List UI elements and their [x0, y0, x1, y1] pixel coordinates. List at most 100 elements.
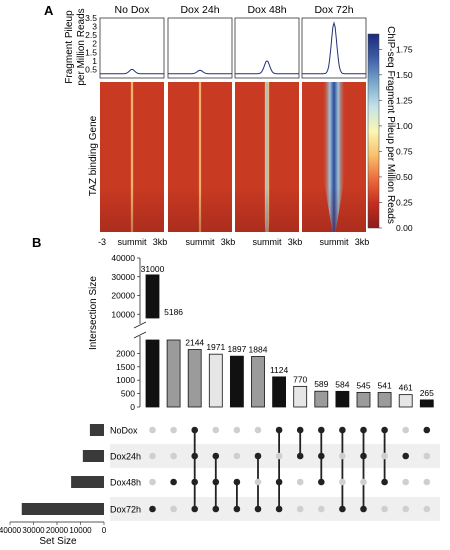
- bar-value-label: 770: [293, 374, 307, 384]
- intersection-bar: [187, 349, 202, 408]
- bar-value-label: 1884: [249, 345, 268, 355]
- set-size-tick-label: 40000: [0, 526, 22, 535]
- panel-label-b: B: [32, 235, 41, 250]
- heatmap-shade: [235, 82, 299, 232]
- membership-dot-filled: [191, 478, 198, 486]
- membership-dot-empty: [254, 478, 262, 486]
- membership-dot-empty: [423, 452, 431, 460]
- set-size-tick-label: 10000: [69, 526, 92, 535]
- membership-dot-empty: [423, 505, 431, 513]
- colorbar: [367, 33, 380, 229]
- bar-value-label: 265: [420, 388, 434, 398]
- axis-break-mark: [133, 331, 147, 339]
- bar-value-label: 1971: [206, 342, 225, 352]
- profile-ylabel-line2: per Million Reads: [76, 8, 87, 85]
- profile-ytick: 3: [92, 22, 97, 32]
- set-label: Dox72h: [110, 505, 141, 515]
- y-tick-label: 40000: [111, 253, 135, 263]
- membership-dot-filled: [296, 426, 304, 434]
- intersection-bar: [208, 353, 223, 408]
- bar-value-label: 31000: [141, 264, 165, 274]
- membership-dot-filled: [212, 452, 220, 460]
- membership-dot-filled: [360, 426, 367, 434]
- colorbar-tick-label: 1.75: [396, 44, 413, 54]
- profile-panel: [301, 17, 367, 79]
- set-size-tick-label: 30000: [22, 526, 45, 535]
- heatmap-xtick: 3kb: [355, 237, 370, 247]
- bar-value-label: 589: [314, 379, 328, 389]
- membership-dot-filled: [254, 452, 262, 460]
- bar-value-label: 5186: [164, 307, 183, 317]
- colorbar-tick-label: 0.75: [396, 146, 413, 156]
- intersection-bar: [419, 399, 434, 408]
- profile-ytick: 1: [92, 56, 97, 66]
- membership-dot-empty: [339, 452, 346, 460]
- membership-dot-empty: [402, 478, 410, 486]
- membership-dot-empty: [423, 478, 431, 486]
- set-size-bar: [89, 424, 104, 436]
- bar-value-label: 461: [399, 383, 413, 393]
- condition-title: No Dox: [114, 4, 150, 16]
- heatmap-xtick: 3kb: [288, 237, 303, 247]
- bar-value-label: 1897: [227, 344, 246, 354]
- profile-line: [100, 68, 164, 75]
- membership-dot-empty: [360, 478, 367, 486]
- intersection-bar: [335, 390, 350, 408]
- profile-line: [235, 60, 299, 75]
- set-size-tick-label: 0: [102, 526, 107, 535]
- bar-value-label: 541: [378, 381, 392, 391]
- membership-dot-filled: [381, 478, 388, 486]
- intersection-bar: [398, 394, 413, 408]
- heatmap-xtick: summit: [118, 237, 147, 247]
- membership-dot-filled: [212, 505, 220, 513]
- membership-dot-filled: [339, 426, 346, 434]
- profile-ytick: 1.5: [85, 47, 97, 57]
- intersection-bar: [251, 356, 265, 408]
- membership-dot-filled: [170, 478, 177, 486]
- set-label: Dox48h: [110, 478, 141, 488]
- intersection-bar: [229, 355, 244, 408]
- heatmap-xtick: summit: [186, 237, 215, 247]
- membership-dot-empty: [402, 426, 410, 434]
- membership-dot-empty: [149, 452, 156, 460]
- membership-dot-empty: [170, 426, 177, 434]
- y-tick-label: 500: [121, 389, 135, 399]
- heatmap-xtick: summit: [253, 237, 282, 247]
- intersection-bar: [145, 339, 160, 408]
- intersection-bar: [166, 339, 181, 408]
- membership-dot-filled: [318, 452, 325, 460]
- set-label: Dox24h: [110, 452, 141, 462]
- profile-ytick: 2: [92, 39, 97, 49]
- membership-dot-empty: [233, 452, 241, 460]
- membership-dot-empty: [149, 478, 156, 486]
- membership-dot-filled: [360, 452, 367, 460]
- intersection-bar: [272, 376, 287, 408]
- membership-dot-filled: [275, 505, 283, 513]
- membership-dot-filled: [212, 478, 220, 486]
- profile-ytick: 0.5: [85, 64, 97, 74]
- y-tick-label: 0: [130, 402, 135, 412]
- membership-dot-empty: [212, 426, 220, 434]
- profile-line: [302, 21, 366, 75]
- membership-dot-filled: [191, 505, 198, 513]
- membership-dot-empty: [339, 478, 346, 486]
- profile-ytick: 3.5: [85, 13, 97, 23]
- membership-dot-empty: [275, 452, 283, 460]
- condition-title: Dox 24h: [180, 4, 219, 16]
- condition-title: Dox 72h: [314, 4, 353, 16]
- membership-dot-filled: [191, 426, 198, 434]
- membership-dot-empty: [170, 505, 177, 513]
- set-size-tick-label: 20000: [46, 526, 69, 535]
- bar-value-label: 584: [335, 379, 349, 389]
- set-size-bar: [82, 450, 104, 462]
- membership-dot-filled: [254, 505, 262, 513]
- membership-dot-empty: [170, 452, 177, 460]
- membership-dot-empty: [318, 505, 325, 513]
- panel-a: No Dox -3 summit 3kb Dox 24h summit 3kb Dox 48h…: [85, 4, 413, 247]
- y-tick-label: 2000: [116, 348, 135, 358]
- membership-dot-filled: [275, 478, 283, 486]
- colorbar-tick-label: 1.25: [396, 95, 413, 105]
- heatmap-shade: [168, 82, 232, 232]
- membership-dot-filled: [233, 505, 241, 513]
- y-tick-label: 1500: [116, 362, 135, 372]
